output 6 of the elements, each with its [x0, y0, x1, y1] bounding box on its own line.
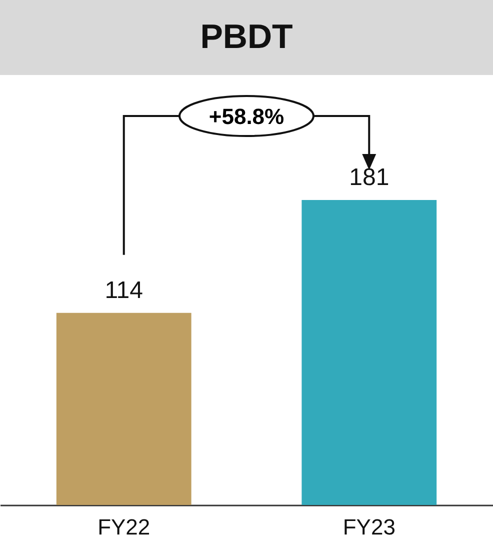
- data-label: 181: [349, 164, 390, 192]
- data-label: 114: [104, 276, 143, 304]
- chart-title: PBDT: [0, 0, 493, 75]
- x-tick-label: FY23: [342, 514, 396, 540]
- text: +58.8%: [208, 104, 284, 130]
- x-tick-label: FY22: [98, 514, 150, 540]
